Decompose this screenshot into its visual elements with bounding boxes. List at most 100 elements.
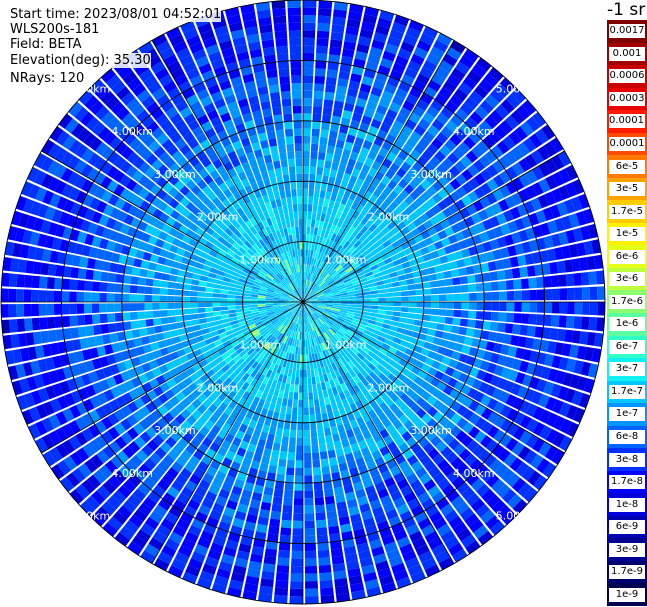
ray-gate (333, 234, 341, 243)
ray-gate (335, 447, 345, 457)
ray-gate (201, 70, 215, 82)
ray-gate (290, 353, 295, 362)
ray-gate (524, 253, 534, 265)
ray-gate (81, 479, 96, 494)
ray-gate (306, 308, 310, 316)
ray-gate (307, 369, 311, 378)
ray-gate (257, 297, 266, 301)
ray-gate (323, 323, 330, 330)
ray-gate (264, 548, 277, 558)
ray-gate (358, 122, 370, 133)
ray-gate (307, 316, 310, 324)
ray-gate (520, 121, 534, 137)
ray-gate (317, 15, 331, 24)
ray-gate (94, 420, 107, 434)
ray-gate (244, 313, 252, 318)
ray-gate (316, 291, 324, 296)
ray-gate (597, 286, 605, 300)
ray-gate (446, 74, 462, 88)
ray-gate (194, 485, 208, 498)
ray-gate (539, 250, 549, 263)
ray-gate (342, 275, 350, 282)
ray-gate (260, 578, 274, 588)
ray-gate (111, 80, 126, 95)
ray-gate (115, 273, 124, 284)
range-ring-label: 3.00km (154, 168, 196, 181)
ray-gate (221, 439, 232, 450)
ray-gate (356, 372, 365, 381)
ray-gate (59, 380, 71, 394)
ray-gate (341, 365, 349, 374)
ray-gate (285, 276, 291, 284)
ray-gate (310, 303, 318, 306)
ray-gate (500, 468, 515, 483)
ray-gate (356, 129, 367, 140)
ray-gate (290, 60, 302, 69)
ray-gate (507, 345, 518, 358)
ray-gate (312, 345, 317, 354)
ray-gate (296, 362, 300, 370)
ray-gate (347, 328, 356, 335)
ray-gate (422, 112, 435, 124)
ray-gate (310, 158, 317, 167)
ray-gate (205, 491, 218, 503)
ray-gate (308, 257, 313, 266)
ray-gate (364, 157, 374, 167)
ray-gate (330, 312, 339, 318)
ray-gate (308, 196, 314, 205)
ray-gate (415, 184, 426, 196)
ray-gate (534, 264, 544, 276)
ray-gate (416, 99, 430, 112)
ray-gate (138, 174, 150, 187)
ray-gate (243, 18, 258, 29)
ray-gate (159, 347, 170, 357)
ray-gate (275, 247, 282, 255)
ray-gate (244, 332, 253, 340)
ray-gate (269, 270, 277, 277)
radial-spoke (302, 301, 565, 454)
ray-gate (329, 395, 336, 404)
ray-gate (481, 272, 491, 282)
ray-gate (206, 277, 216, 284)
ray-gate (359, 349, 368, 358)
range-ring-label: 4.00km (111, 125, 153, 138)
ray-gate (324, 322, 332, 329)
ray-gate (294, 280, 299, 288)
ray-gate (484, 94, 500, 109)
ray-gate (549, 137, 564, 153)
ray-gate (245, 426, 255, 436)
ray-gate (532, 421, 546, 437)
ray-gate (582, 302, 590, 315)
ray-gate (238, 246, 247, 255)
ray-gate (565, 229, 576, 244)
ray-gate (81, 428, 95, 442)
ray-gate (303, 296, 309, 302)
ray-gate (309, 306, 316, 311)
ray-gate (274, 481, 285, 490)
ray-gate (412, 80, 426, 92)
ray-gate (80, 500, 95, 516)
ray-gate (308, 399, 315, 408)
ray-gate (128, 474, 142, 488)
ray-gate (278, 412, 286, 422)
ray-gate (504, 356, 515, 369)
ray-gate (286, 285, 293, 292)
ray-gate (437, 230, 448, 240)
ray-gate (329, 315, 337, 321)
ray-gate (314, 310, 322, 317)
ray-gate (456, 259, 466, 268)
ray-gate (303, 37, 315, 46)
ray-gate (391, 225, 401, 235)
ray-gate (438, 404, 450, 415)
ray-gate (268, 386, 276, 396)
ray-gate (347, 306, 356, 310)
ray-gate (217, 236, 227, 245)
ray-gate (367, 150, 378, 161)
ray-gate (322, 221, 329, 231)
ray-gate (132, 423, 145, 436)
ray-gate (363, 267, 372, 274)
ray-gate (46, 316, 56, 329)
ray-gate (144, 294, 153, 302)
ray-gate (148, 216, 159, 227)
ray-gate (167, 281, 177, 289)
